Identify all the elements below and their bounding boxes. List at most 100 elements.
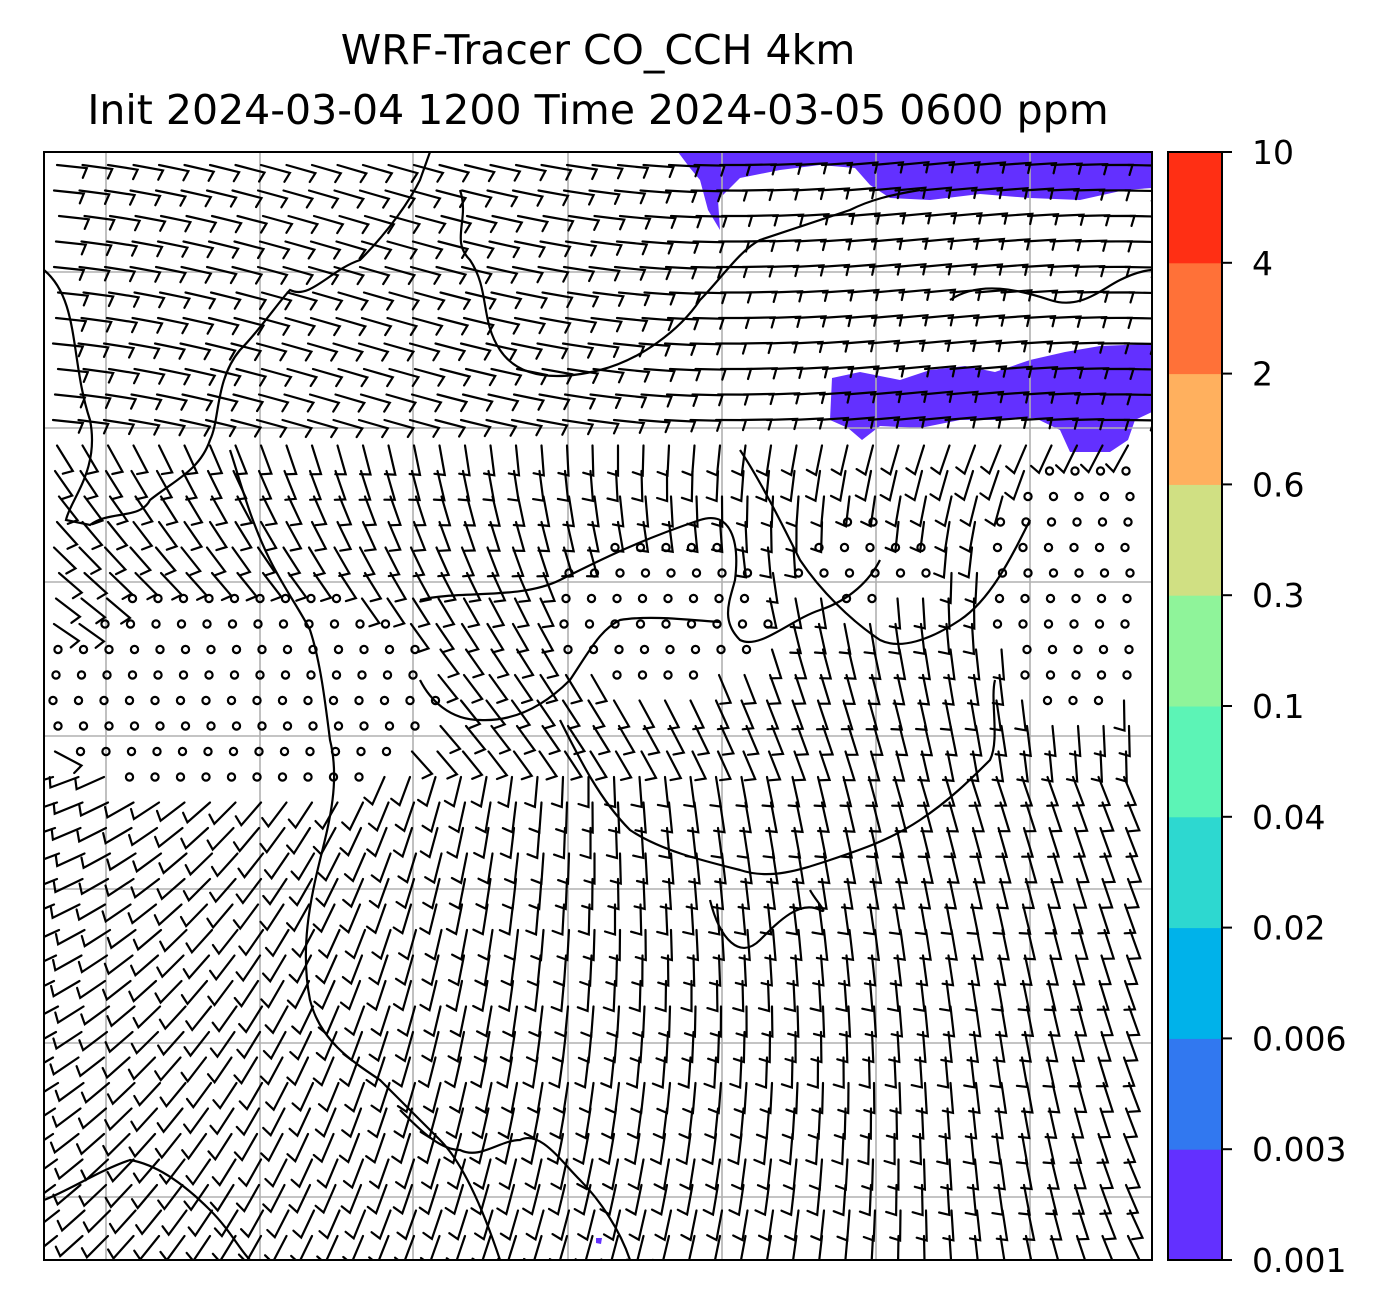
wind-barb — [180, 189, 213, 208]
calm-wind-marker — [1094, 619, 1105, 629]
wind-barb — [996, 877, 1010, 910]
wind-barb — [288, 954, 313, 985]
wind-barb — [970, 877, 984, 910]
wind-barb — [132, 1158, 161, 1185]
wind-barb — [791, 1234, 798, 1260]
calm-wind-marker — [995, 517, 1006, 527]
wind-barb — [359, 444, 372, 476]
calm-wind-marker — [1120, 619, 1130, 629]
wind-barb — [108, 1209, 137, 1235]
wind-barb — [44, 801, 59, 809]
wind-barb — [52, 1183, 82, 1207]
wind-barb — [885, 1183, 898, 1217]
calm-wind-marker — [151, 619, 161, 629]
calm-wind-marker — [1120, 542, 1130, 553]
wind-barb — [1128, 1209, 1145, 1241]
wind-barb — [819, 238, 853, 251]
wind-barb — [998, 314, 1031, 328]
wind-barb — [894, 186, 927, 199]
wind-barb — [334, 444, 348, 476]
wind-barb — [745, 724, 760, 756]
wind-barb — [1072, 954, 1086, 986]
wind-barb — [868, 263, 902, 276]
calm-wind-marker — [254, 746, 264, 757]
wind-barb — [423, 1005, 442, 1038]
wind-barb — [516, 571, 532, 603]
wind-barb — [502, 1005, 519, 1038]
calm-wind-marker — [99, 695, 109, 706]
wind-barb — [53, 469, 74, 500]
wind-barb — [392, 903, 413, 935]
wind-barb — [561, 342, 595, 359]
wind-barb — [436, 750, 459, 780]
wind-barb — [183, 163, 216, 182]
wind-barb — [388, 367, 421, 387]
calm-wind-marker — [763, 619, 773, 629]
wind-barb — [80, 928, 112, 948]
wind-barb — [889, 954, 903, 987]
wind-barb — [181, 393, 214, 412]
calm-wind-marker — [305, 746, 315, 757]
wind-barb — [185, 1158, 212, 1187]
wind-barb — [282, 189, 315, 209]
wind-barb — [1065, 750, 1079, 783]
wind-barb — [131, 316, 164, 334]
wind-barb — [157, 163, 191, 182]
wind-barb — [780, 469, 796, 503]
wind-barb — [662, 852, 675, 885]
wind-barb — [464, 367, 497, 387]
wind-barb — [686, 495, 699, 528]
wind-barb — [663, 418, 697, 433]
wind-barb — [463, 495, 477, 527]
wind-barb — [893, 415, 926, 429]
wind-barb — [707, 1030, 721, 1064]
wind-barb — [641, 240, 674, 255]
wind-barb — [54, 1158, 84, 1181]
wind-barb — [78, 1030, 109, 1052]
wind-barb — [421, 801, 441, 834]
wind-barb — [991, 750, 1005, 783]
wind-barb — [264, 1005, 289, 1035]
wind-barb — [44, 1030, 58, 1041]
wind-barb — [312, 903, 336, 934]
wind-barb — [809, 979, 822, 1013]
wind-barb — [946, 852, 960, 884]
wind-barb — [550, 1158, 569, 1191]
wind-barb — [209, 1183, 235, 1213]
wind-barb — [846, 161, 879, 174]
wind-barb — [879, 469, 898, 502]
wind-barb — [179, 342, 212, 361]
wind-barb — [512, 520, 526, 553]
wind-barb — [541, 291, 574, 309]
wind-barb — [129, 546, 153, 576]
wind-barb — [129, 801, 161, 821]
calm-wind-marker — [279, 746, 290, 757]
wind-barb — [890, 1005, 904, 1038]
wind-barb — [385, 393, 418, 413]
calm-wind-marker — [380, 619, 391, 629]
wind-barb — [462, 673, 484, 704]
wind-barb — [288, 1183, 312, 1215]
wind-barb — [82, 291, 115, 308]
wind-barb — [78, 1183, 108, 1208]
wind-barb — [1127, 1081, 1142, 1113]
wind-barb — [1044, 903, 1058, 935]
wind-barb — [359, 393, 392, 413]
wind-barb — [363, 495, 378, 527]
calm-wind-marker — [561, 593, 571, 604]
wind-barb — [312, 1056, 335, 1087]
wind-barb — [391, 1132, 412, 1165]
wind-barb — [336, 163, 369, 184]
wind-barb — [383, 418, 416, 439]
wind-barb — [1050, 1234, 1060, 1260]
calm-wind-marker — [206, 721, 216, 731]
wind-barb — [235, 1107, 261, 1137]
wind-barb — [892, 750, 906, 782]
wind-barb — [995, 826, 1009, 859]
wind-barb — [497, 775, 514, 809]
wind-barb — [106, 1005, 136, 1028]
wind-barb — [855, 444, 875, 477]
wind-barb — [941, 1081, 955, 1115]
wind-barb — [500, 954, 517, 987]
wind-barb — [1126, 801, 1141, 833]
